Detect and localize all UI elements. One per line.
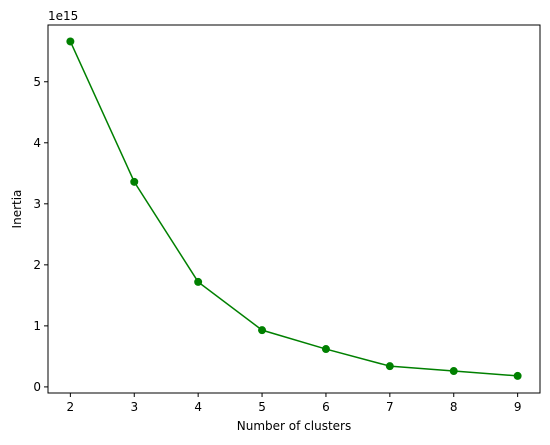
y-tick-label: 4 [33,136,41,150]
x-axis-label: Number of clusters [237,419,351,433]
x-tick-label: 5 [258,400,266,414]
y-offset-label: 1e15 [48,9,78,23]
plot-frame [47,24,541,394]
line [69,41,518,377]
point [258,326,267,335]
x-tick-label: 2 [67,400,75,414]
point [321,345,330,354]
x-tick-label: 9 [514,400,522,414]
point [194,277,203,286]
point [385,362,394,371]
point [130,177,139,186]
x-tick-label: 6 [322,400,330,414]
x-tick-label: 8 [450,400,458,414]
y-tick-label: 5 [33,75,41,89]
point [66,37,75,46]
point [513,371,522,380]
y-tick-label: 1 [33,319,41,333]
x-tick-label: 3 [130,400,138,414]
x-tick-label: 7 [386,400,394,414]
point [449,367,458,376]
x-tick-label: 4 [194,400,202,414]
y-tick-label: 2 [33,258,41,272]
y-tick-label: 3 [33,197,41,211]
y-tick-label: 0 [33,380,41,394]
y-axis-label: Inertia [10,190,24,229]
